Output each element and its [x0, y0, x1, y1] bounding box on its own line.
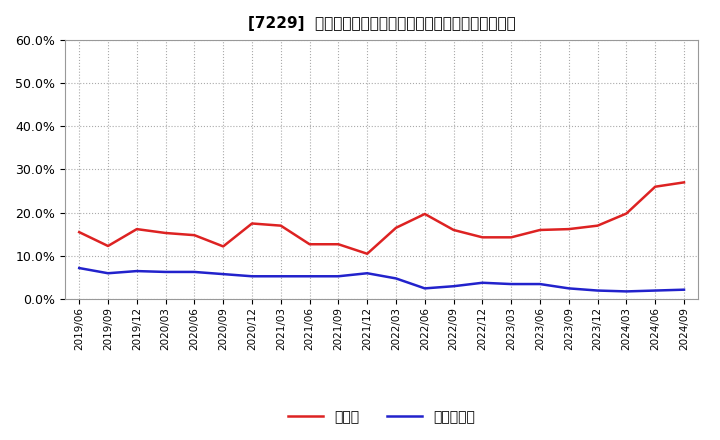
Legend: 現預金, 有利子負債: 現預金, 有利子負債	[283, 405, 480, 430]
現預金	[449, 227, 458, 233]
Title: [7229]  現預金、有利子負債の総資産に対する比率の推移: [7229] 現預金、有利子負債の総資産に対する比率の推移	[248, 16, 516, 32]
有利子負債	[651, 288, 660, 293]
有利子負債	[478, 280, 487, 286]
現預金	[363, 251, 372, 257]
有利子負債	[449, 284, 458, 289]
現預金	[334, 242, 343, 247]
現預金	[248, 221, 256, 226]
現預金	[622, 211, 631, 216]
有利子負債	[363, 271, 372, 276]
有利子負債	[161, 269, 170, 275]
有利子負債	[507, 282, 516, 287]
Line: 現預金: 現預金	[79, 182, 684, 254]
現預金	[75, 230, 84, 235]
有利子負債	[305, 274, 314, 279]
現預金	[651, 184, 660, 189]
有利子負債	[190, 269, 199, 275]
現預金	[593, 223, 602, 228]
現預金	[132, 227, 141, 232]
現預金	[219, 244, 228, 249]
現預金	[305, 242, 314, 247]
現預金	[564, 227, 573, 232]
有利子負債	[392, 276, 400, 281]
有利子負債	[219, 271, 228, 277]
現預金	[420, 211, 429, 216]
有利子負債	[593, 288, 602, 293]
有利子負債	[622, 289, 631, 294]
現預金	[161, 231, 170, 236]
現預金	[392, 225, 400, 231]
現預金	[190, 232, 199, 238]
有利子負債	[132, 268, 141, 274]
現預金	[680, 180, 688, 185]
Line: 有利子負債: 有利子負債	[79, 268, 684, 291]
有利子負債	[536, 282, 544, 287]
有利子負債	[104, 271, 112, 276]
現預金	[536, 227, 544, 233]
有利子負債	[75, 265, 84, 271]
現預金	[104, 243, 112, 249]
有利子負債	[248, 274, 256, 279]
有利子負債	[680, 287, 688, 292]
有利子負債	[420, 286, 429, 291]
現預金	[478, 235, 487, 240]
有利子負債	[334, 274, 343, 279]
有利子負債	[276, 274, 285, 279]
現預金	[507, 235, 516, 240]
現預金	[276, 223, 285, 228]
有利子負債	[564, 286, 573, 291]
